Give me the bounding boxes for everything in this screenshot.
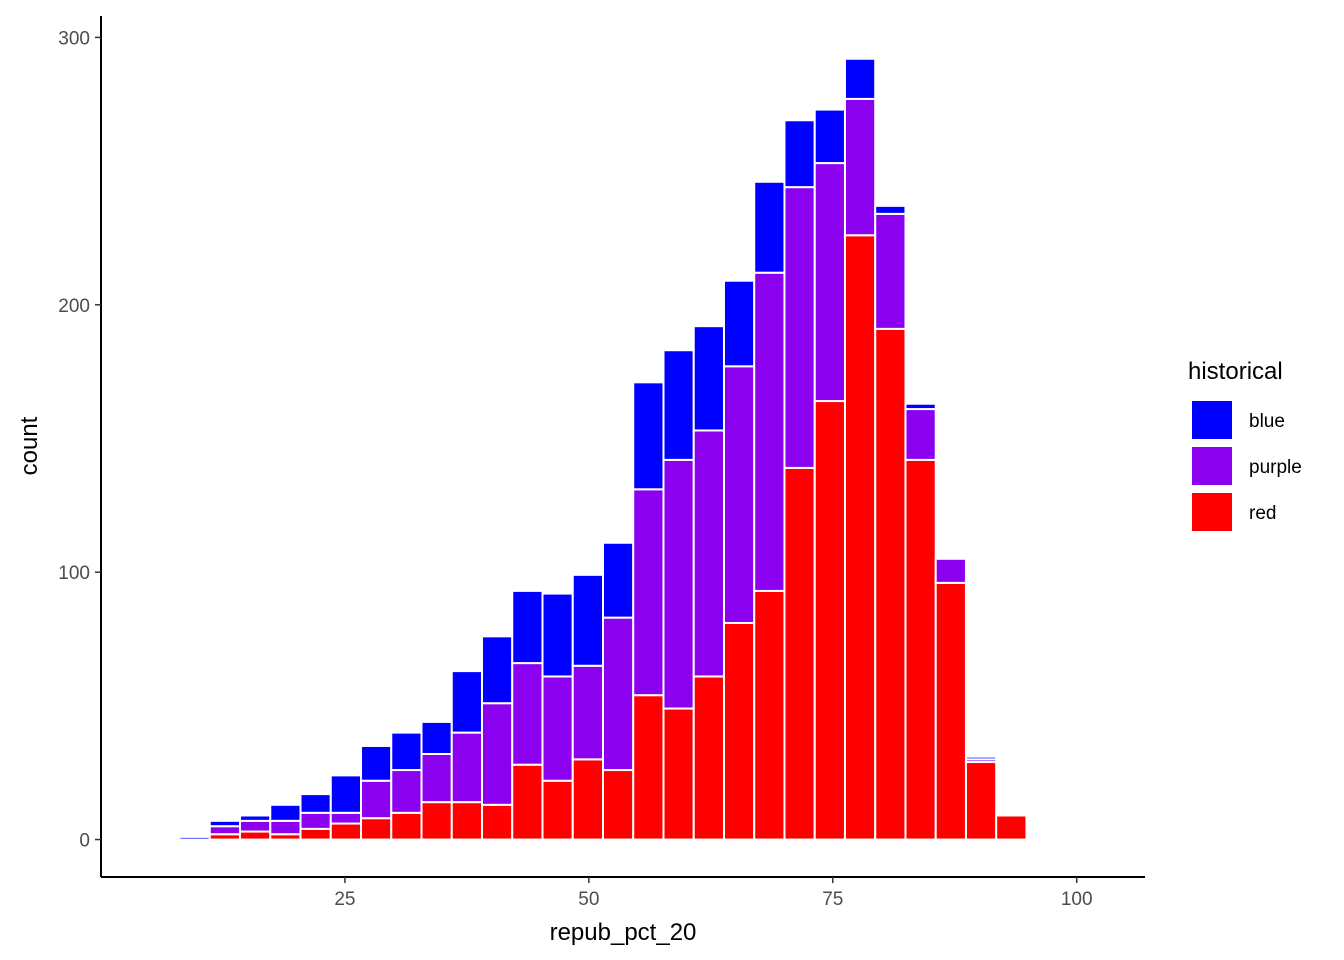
bar-purple-23 bbox=[874, 212, 907, 330]
bar-red-2 bbox=[239, 830, 272, 841]
bar-blue-16 bbox=[662, 349, 695, 461]
legend: historical blue purple red bbox=[1188, 358, 1302, 531]
bar-blue-1 bbox=[208, 819, 242, 828]
bar-red-12 bbox=[541, 779, 574, 841]
bar-purple-11 bbox=[511, 662, 544, 766]
y-axis-title: count bbox=[16, 416, 43, 475]
bar-red-14 bbox=[602, 769, 635, 841]
bar-blue-22 bbox=[843, 57, 877, 100]
bar-purple-3 bbox=[269, 819, 302, 836]
bar-blue-12 bbox=[541, 592, 574, 678]
bar-blue-9 bbox=[450, 670, 484, 734]
bar-blue-3 bbox=[269, 803, 302, 822]
bar-red-25 bbox=[934, 581, 967, 841]
bar-blue-0 bbox=[178, 835, 211, 841]
bar-purple-24 bbox=[904, 408, 937, 461]
bar-purple-15 bbox=[632, 488, 665, 697]
bar-red-24 bbox=[904, 458, 937, 841]
bar-purple-16 bbox=[662, 458, 695, 710]
bar-blue-11 bbox=[511, 589, 544, 665]
bar-purple-19 bbox=[753, 271, 786, 592]
bar-red-19 bbox=[753, 589, 786, 841]
y-tick-label: 300 bbox=[58, 28, 90, 49]
bar-red-17 bbox=[692, 675, 725, 841]
bar-blue-15 bbox=[632, 381, 665, 491]
bar-red-21 bbox=[813, 400, 846, 841]
bar-purple-8 bbox=[420, 753, 453, 804]
x-axis-title: repub_pct_20 bbox=[550, 919, 697, 946]
bar-red-27 bbox=[995, 814, 1028, 841]
bar-red-11 bbox=[511, 763, 544, 841]
x-ticks-group: 25 50 75 100 bbox=[334, 877, 1093, 910]
bar-purple-6 bbox=[360, 779, 393, 820]
bar-red-10 bbox=[481, 803, 514, 841]
bar-red-26 bbox=[964, 761, 998, 841]
legend-key-blue bbox=[1192, 401, 1232, 439]
y-tick-label: 0 bbox=[79, 831, 90, 852]
bar-blue-2 bbox=[239, 814, 272, 822]
bar-blue-24 bbox=[904, 402, 937, 411]
legend-title: historical bbox=[1188, 358, 1283, 385]
x-tick-label: 50 bbox=[578, 889, 599, 910]
bar-blue-20 bbox=[783, 119, 816, 189]
bar-blue-26 bbox=[964, 755, 998, 761]
bar-purple-17 bbox=[692, 429, 725, 678]
bar-red-8 bbox=[420, 801, 453, 841]
bar-blue-10 bbox=[481, 635, 514, 705]
bar-purple-5 bbox=[329, 811, 363, 825]
legend-key-purple bbox=[1192, 447, 1232, 485]
bar-blue-8 bbox=[420, 720, 453, 755]
y-tick-label: 100 bbox=[58, 563, 90, 584]
bar-purple-2 bbox=[239, 819, 272, 833]
bar-blue-13 bbox=[571, 573, 604, 667]
bar-blue-19 bbox=[753, 180, 786, 274]
bar-red-9 bbox=[450, 801, 484, 841]
bar-purple-21 bbox=[813, 162, 846, 403]
bar-blue-17 bbox=[692, 325, 725, 432]
bar-purple-9 bbox=[450, 731, 484, 804]
bar-red-7 bbox=[390, 811, 423, 841]
bar-red-20 bbox=[783, 466, 816, 841]
bar-red-16 bbox=[662, 707, 695, 841]
bar-red-22 bbox=[843, 234, 877, 841]
legend-key-red bbox=[1192, 493, 1232, 531]
bar-purple-10 bbox=[481, 702, 514, 806]
bar-purple-25 bbox=[934, 557, 967, 584]
legend-label-blue: blue bbox=[1249, 411, 1285, 432]
bar-red-4 bbox=[299, 827, 332, 841]
bar-purple-4 bbox=[299, 811, 332, 830]
legend-items: blue purple red bbox=[1192, 401, 1302, 531]
bar-blue-4 bbox=[299, 793, 332, 814]
legend-label-red: red bbox=[1249, 503, 1276, 524]
bar-purple-20 bbox=[783, 186, 816, 469]
y-ticks-group: 0 100 200 300 bbox=[58, 28, 101, 852]
bar-blue-23 bbox=[874, 204, 907, 215]
bars-group bbox=[178, 57, 1028, 841]
bar-purple-12 bbox=[541, 675, 574, 782]
x-tick-label: 100 bbox=[1061, 889, 1093, 910]
bar-red-13 bbox=[571, 758, 604, 841]
bar-purple-22 bbox=[843, 97, 877, 237]
bar-red-23 bbox=[874, 327, 907, 841]
bar-red-5 bbox=[329, 822, 363, 841]
bar-red-18 bbox=[722, 621, 756, 841]
x-tick-label: 75 bbox=[822, 889, 843, 910]
bar-red-15 bbox=[632, 694, 665, 841]
bar-blue-5 bbox=[329, 774, 363, 814]
legend-label-purple: purple bbox=[1249, 457, 1302, 478]
bar-blue-21 bbox=[813, 108, 846, 165]
bar-purple-1 bbox=[208, 825, 242, 836]
bar-blue-18 bbox=[722, 279, 756, 368]
bar-purple-7 bbox=[390, 769, 423, 814]
x-tick-label: 25 bbox=[334, 889, 355, 910]
bar-blue-14 bbox=[602, 541, 635, 619]
bar-purple-18 bbox=[722, 365, 756, 624]
bar-purple-13 bbox=[571, 664, 604, 761]
bar-purple-14 bbox=[602, 616, 635, 772]
bar-red-6 bbox=[360, 817, 393, 841]
bar-blue-6 bbox=[360, 744, 393, 782]
bar-blue-7 bbox=[390, 731, 423, 772]
y-tick-label: 200 bbox=[58, 296, 90, 317]
